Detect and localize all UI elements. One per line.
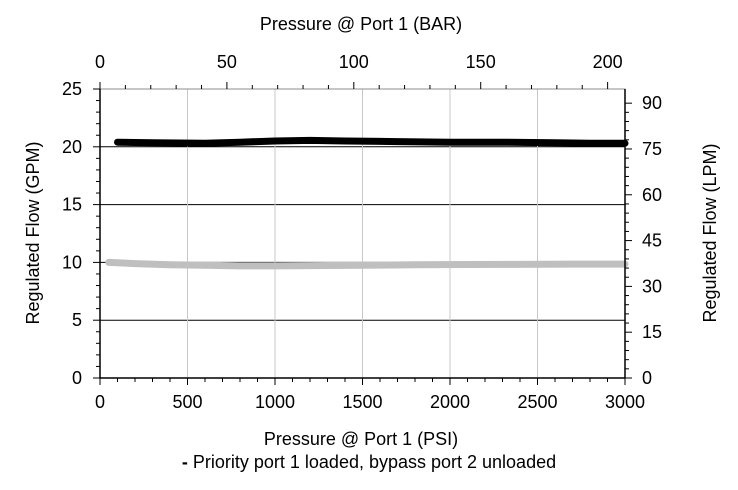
y-right-tick-label: 60 [642,185,662,205]
series-line-2 [105,258,629,270]
y-right-tick-label: 0 [642,368,652,388]
x-top-tick-label: 200 [593,52,623,72]
series-line-1 [114,136,629,147]
x-bottom-tick-label: 2000 [430,392,470,412]
x-bottom-tick-label: 0 [95,392,105,412]
y-right-tick-label: 90 [642,93,662,113]
x-bottom-tick-label: 2500 [517,392,557,412]
y-axis-left-title: Regulated Flow (GPM) [23,141,43,324]
caption-dash: - [181,452,188,472]
y-left-tick-label: 25 [62,79,82,99]
y-left-tick-label: 5 [72,310,82,330]
x-top-tick-label: 100 [339,52,369,72]
axes [93,82,632,385]
y-right-tick-label: 30 [642,276,662,296]
y-left-tick-label: 0 [72,368,82,388]
x-axis-top-title: Pressure @ Port 1 (BAR) [260,14,462,34]
x-top-tick-label: 50 [217,52,237,72]
y-right-tick-label: 75 [642,139,662,159]
grid [100,89,625,378]
chart-caption: - Priority port 1 loaded, bypass port 2 … [0,452,738,473]
x-bottom-tick-label: 500 [172,392,202,412]
x-axis-bottom-title: Pressure @ Port 1 (PSI) [264,429,458,449]
x-top-tick-label: 0 [95,52,105,72]
y-left-tick-label: 10 [62,252,82,272]
series-layer [105,136,629,270]
x-top-tick-label: 150 [466,52,496,72]
y-axis-right-title: Regulated Flow (LPM) [700,143,720,322]
x-bottom-tick-label: 1500 [342,392,382,412]
caption-text: Priority port 1 loaded, bypass port 2 un… [187,452,557,472]
y-right-tick-label: 15 [642,322,662,342]
x-bottom-tick-label: 1000 [255,392,295,412]
y-left-tick-label: 20 [62,137,82,157]
x-bottom-tick-label: 3000 [605,392,645,412]
y-right-tick-label: 45 [642,231,662,251]
y-left-tick-label: 15 [62,195,82,215]
